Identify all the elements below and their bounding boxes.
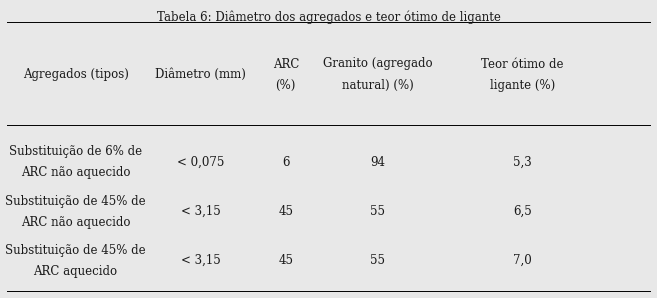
Text: 55: 55	[371, 254, 385, 267]
Text: 5,3: 5,3	[513, 156, 532, 169]
Text: Substituição de 6% de
ARC não aquecido: Substituição de 6% de ARC não aquecido	[9, 145, 142, 179]
Text: < 3,15: < 3,15	[181, 254, 220, 267]
Text: Teor ótimo de
ligante (%): Teor ótimo de ligante (%)	[481, 58, 564, 91]
Text: Agregados (tipos): Agregados (tipos)	[22, 68, 129, 81]
Text: Diâmetro (mm): Diâmetro (mm)	[155, 68, 246, 81]
Text: 45: 45	[279, 254, 293, 267]
Text: 7,0: 7,0	[513, 254, 532, 267]
Text: Tabela 6: Diâmetro dos agregados e teor ótimo de ligante: Tabela 6: Diâmetro dos agregados e teor …	[156, 10, 501, 24]
Text: 94: 94	[371, 156, 385, 169]
Text: Granito (agregado
natural) (%): Granito (agregado natural) (%)	[323, 58, 432, 91]
Text: 45: 45	[279, 205, 293, 218]
Text: 6: 6	[282, 156, 290, 169]
Text: 55: 55	[371, 205, 385, 218]
Text: < 0,075: < 0,075	[177, 156, 224, 169]
Text: < 3,15: < 3,15	[181, 205, 220, 218]
Text: ARC
(%): ARC (%)	[273, 58, 299, 91]
Text: 6,5: 6,5	[513, 205, 532, 218]
Text: Substituição de 45% de
ARC não aquecido: Substituição de 45% de ARC não aquecido	[5, 195, 146, 229]
Text: Substituição de 45% de
ARC aquecido: Substituição de 45% de ARC aquecido	[5, 244, 146, 278]
